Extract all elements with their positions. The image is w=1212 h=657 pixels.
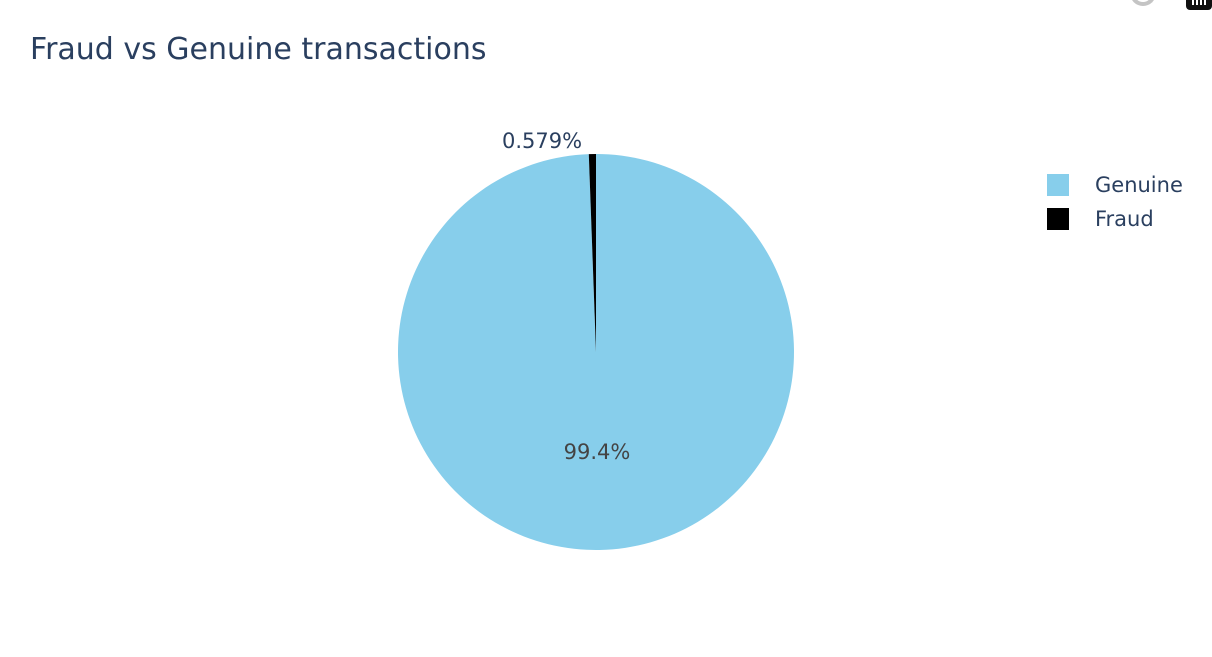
legend-label-genuine: Genuine — [1095, 173, 1183, 197]
legend-label-fraud: Fraud — [1095, 207, 1154, 231]
pie-label-fraud: 0.579% — [502, 129, 582, 153]
legend: Genuine Fraud — [1047, 168, 1183, 236]
pie-label-genuine: 99.4% — [564, 440, 631, 464]
pie-slice-fraud[interactable] — [588, 154, 596, 352]
legend-item-genuine[interactable]: Genuine — [1047, 168, 1183, 202]
pie-labels: 99.4% 0.579% — [502, 129, 630, 464]
modebar — [1112, 0, 1212, 10]
pie-slices — [398, 154, 794, 550]
legend-swatch-genuine — [1047, 174, 1069, 196]
legend-swatch-fraud — [1047, 208, 1069, 230]
chart-title: Fraud vs Genuine transactions — [30, 32, 487, 67]
legend-item-fraud[interactable]: Fraud — [1047, 202, 1183, 236]
reset-axes-icon[interactable] — [1130, 0, 1156, 6]
plotly-logo-icon[interactable] — [1186, 0, 1212, 10]
